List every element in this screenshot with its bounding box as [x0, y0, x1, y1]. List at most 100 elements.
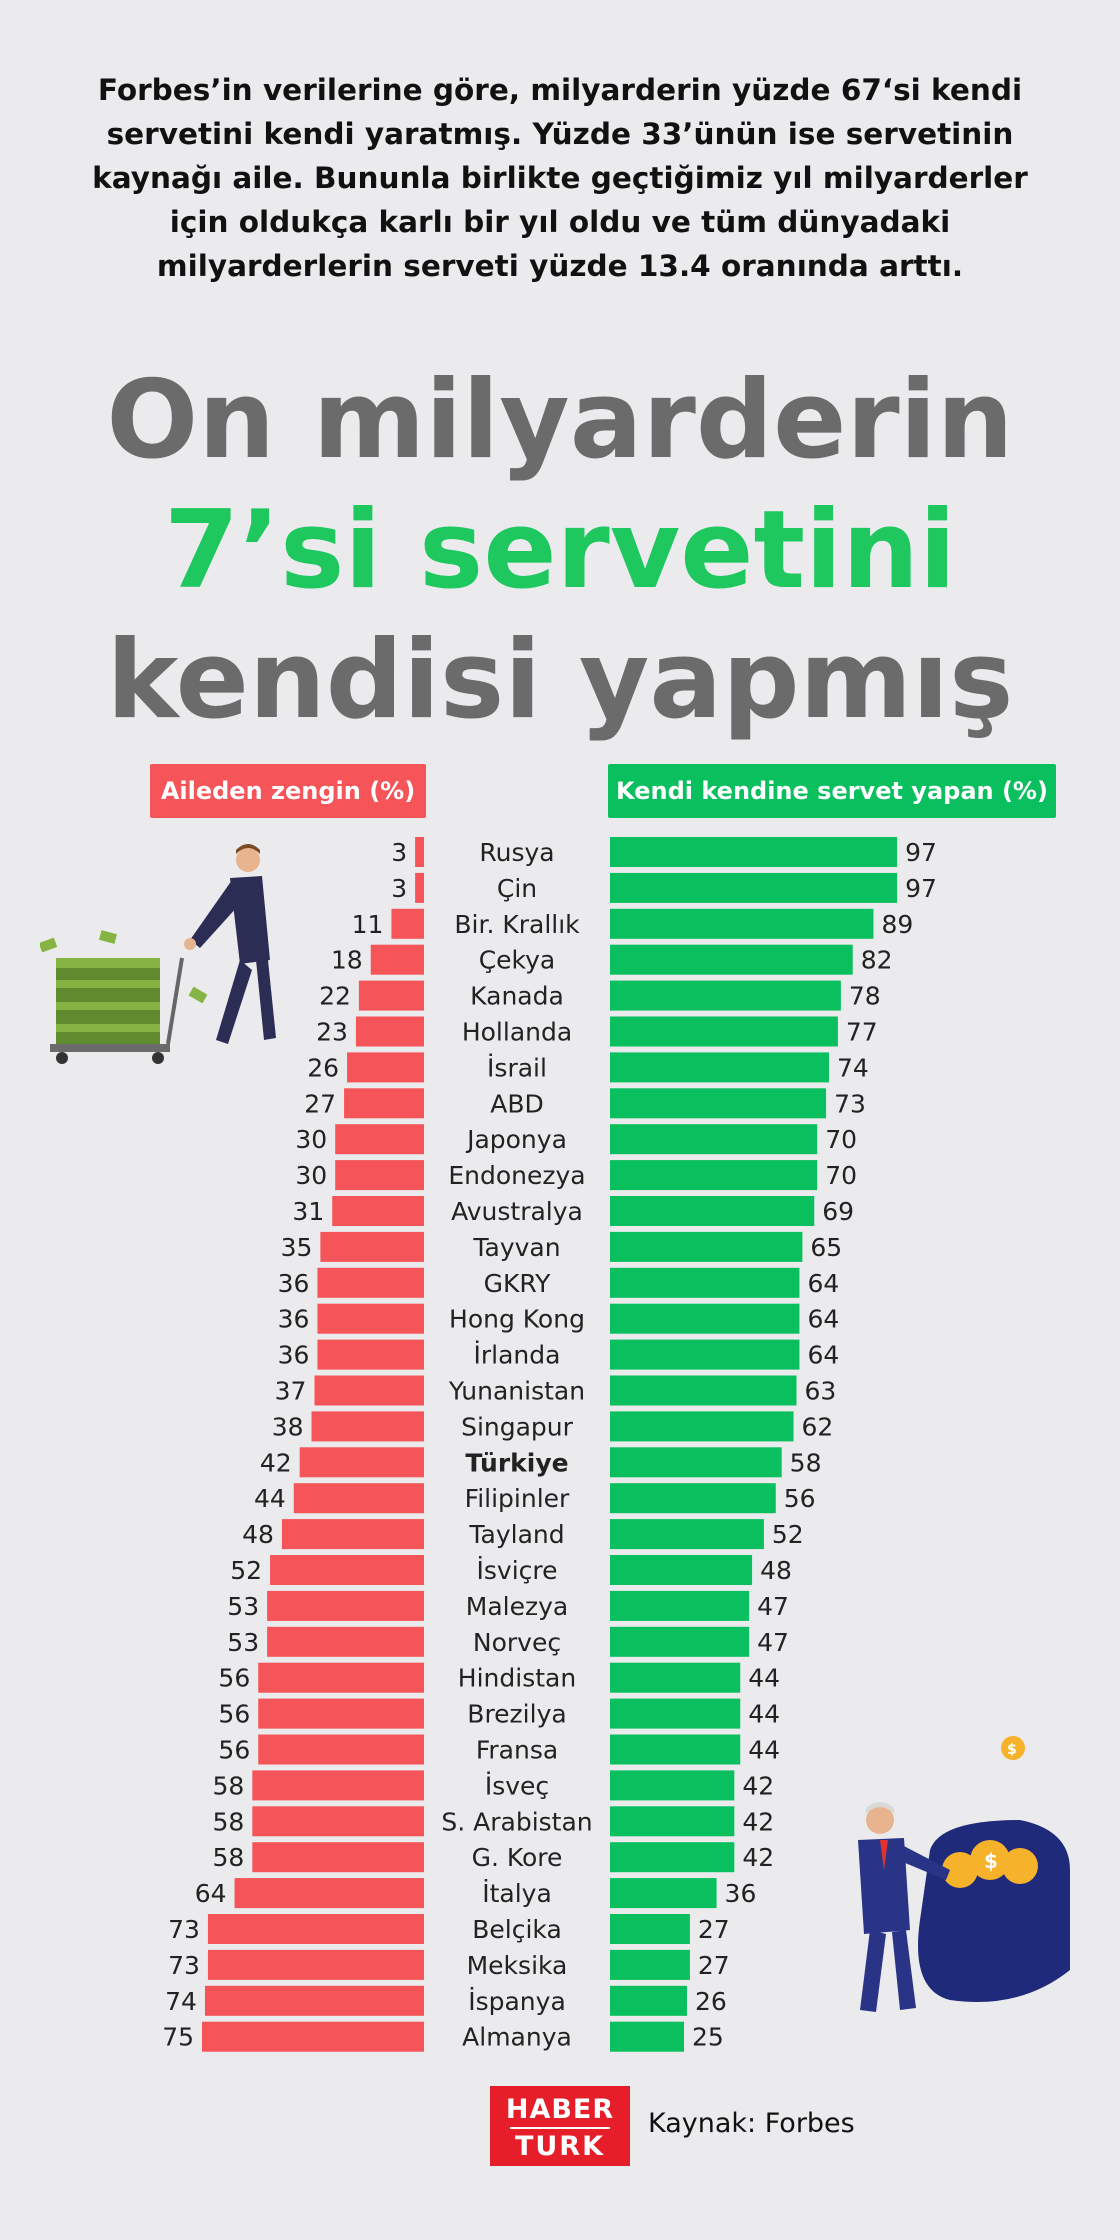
bar-right-17 [610, 1447, 782, 1478]
bar-right-32 [610, 1985, 687, 2016]
label-left-14: 36 [278, 1341, 310, 1370]
bar-right-29 [610, 1878, 717, 1909]
bar-left-1 [415, 872, 424, 903]
bar-right-23 [610, 1662, 741, 1693]
category-label-0: Rusya [479, 838, 554, 867]
category-label-33: Almanya [462, 2023, 572, 2052]
dollar-coin-icon [1001, 1736, 1025, 1760]
label-left-2: 11 [352, 910, 384, 939]
label-right-21: 47 [757, 1592, 789, 1621]
bar-left-17 [299, 1447, 424, 1478]
category-label-19: Tayland [468, 1520, 564, 1549]
bar-right-26 [610, 1770, 735, 1801]
businessman-pushing-money-cart-illustration [40, 844, 276, 1064]
bar-left-33 [202, 2021, 424, 2052]
label-right-32: 26 [695, 1987, 727, 2016]
label-left-21: 53 [227, 1592, 259, 1621]
label-right-11: 65 [810, 1233, 842, 1262]
bar-left-30 [207, 1914, 424, 1944]
bar-right-0 [610, 837, 898, 867]
label-left-12: 36 [278, 1269, 310, 1298]
bar-right-18 [610, 1483, 776, 1514]
bar-left-2 [391, 908, 424, 939]
label-right-18: 56 [784, 1484, 816, 1513]
label-right-12: 64 [807, 1269, 839, 1298]
bar-left-0 [415, 837, 424, 867]
category-label-28: G. Kore [472, 1843, 563, 1872]
logo-line-1: HABER [505, 2094, 615, 2125]
label-right-17: 58 [790, 1448, 822, 1477]
svg-text:$: $ [1007, 1742, 1017, 1758]
bar-left-10 [332, 1196, 424, 1226]
bar-right-30 [610, 1914, 690, 1944]
category-label-32: İspanya [468, 1987, 566, 2016]
haberturk-logo: HABER TURK [490, 2086, 630, 2166]
label-right-2: 89 [881, 910, 913, 939]
label-left-7: 27 [304, 1089, 336, 1118]
label-left-10: 31 [292, 1197, 324, 1226]
bar-left-16 [311, 1411, 424, 1442]
category-label-29: İtalya [482, 1879, 552, 1908]
category-label-18: Filipinler [465, 1484, 570, 1513]
intro-text: Forbes’in verilerine göre, milyarderin y… [92, 73, 1028, 283]
label-right-24: 44 [748, 1700, 780, 1729]
category-label-5: Hollanda [462, 1018, 572, 1047]
label-right-23: 44 [748, 1664, 780, 1693]
category-label-14: İrlanda [474, 1341, 561, 1370]
bar-right-25 [610, 1734, 741, 1765]
bar-left-29 [234, 1878, 424, 1909]
label-right-13: 64 [807, 1305, 839, 1334]
bar-right-9 [610, 1160, 818, 1191]
bar-left-28 [252, 1842, 424, 1873]
bar-right-28 [610, 1842, 735, 1873]
bar-right-8 [610, 1124, 818, 1155]
right-series-label: Kendi kendine servet yapan (%) [608, 764, 1056, 818]
label-left-19: 48 [242, 1520, 274, 1549]
bar-left-4 [358, 980, 424, 1011]
label-right-30: 27 [698, 1915, 730, 1944]
category-label-22: Norveç [473, 1628, 561, 1657]
label-left-32: 74 [165, 1987, 197, 2016]
category-label-12: GKRY [484, 1269, 552, 1298]
bar-left-20 [270, 1555, 424, 1585]
label-left-5: 23 [316, 1018, 348, 1047]
category-label-6: İsrail [487, 1053, 547, 1082]
label-right-29: 36 [725, 1879, 757, 1908]
bar-right-31 [610, 1949, 690, 1980]
bar-right-24 [610, 1698, 741, 1729]
label-left-29: 64 [195, 1879, 227, 1908]
bar-right-33 [610, 2021, 684, 2052]
bar-right-4 [610, 980, 841, 1011]
label-left-6: 26 [307, 1053, 339, 1082]
label-right-0: 97 [905, 838, 937, 867]
bar-right-12 [610, 1267, 800, 1298]
bar-left-14 [317, 1339, 424, 1370]
label-left-17: 42 [260, 1448, 292, 1477]
money-cart [40, 930, 208, 1064]
bar-left-26 [252, 1770, 424, 1801]
category-label-30: Belçika [472, 1915, 562, 1944]
label-left-0: 3 [391, 838, 407, 867]
label-left-33: 75 [162, 2023, 194, 2052]
bar-right-7 [610, 1088, 827, 1119]
bar-right-6 [610, 1052, 830, 1083]
label-left-11: 35 [281, 1233, 313, 1262]
bar-left-6 [347, 1052, 424, 1083]
label-right-1: 97 [905, 874, 937, 903]
label-left-15: 37 [275, 1377, 307, 1406]
bar-right-3 [610, 944, 853, 975]
label-left-31: 73 [168, 1951, 200, 1980]
category-label-20: İsviçre [477, 1556, 558, 1585]
businessman-with-coin-sack-illustration: $ $ [858, 1736, 1070, 2012]
bar-right-21 [610, 1590, 750, 1621]
headline-line-1: On milyarderin [106, 358, 1014, 483]
label-right-28: 42 [742, 1843, 774, 1872]
bar-right-16 [610, 1411, 794, 1442]
category-label-21: Malezya [466, 1592, 568, 1621]
left-series-label: Aileden zengin (%) [150, 764, 426, 818]
bar-left-24 [258, 1698, 424, 1729]
label-left-28: 58 [213, 1843, 245, 1872]
label-left-22: 53 [227, 1628, 259, 1657]
businessman [858, 1802, 950, 2012]
bar-left-19 [281, 1519, 424, 1550]
